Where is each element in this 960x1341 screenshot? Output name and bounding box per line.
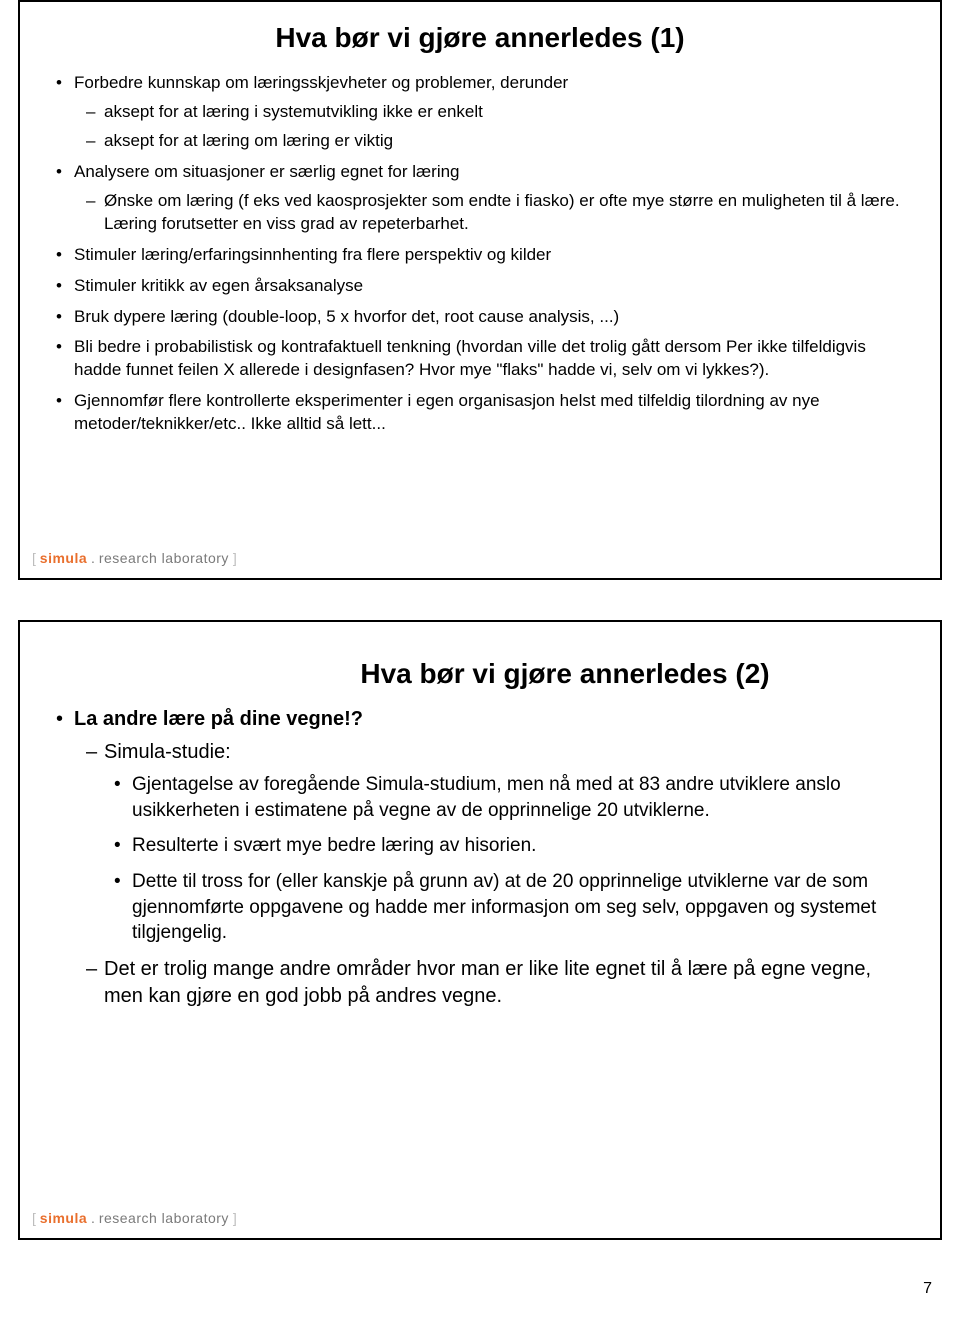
sub-sub-bullet: Resulterte i svært mye bedre læring av h… <box>104 833 912 859</box>
slide-1-title: Hva bør vi gjøre annerledes (1) <box>48 22 912 54</box>
bullet: Forbedre kunnskap om læringsskjevheter o… <box>48 72 912 153</box>
simula-logo: [ simula . research laboratory ] <box>32 550 237 566</box>
sub-bullets: Ønske om læring (f eks ved kaosprosjekte… <box>74 190 912 236</box>
sub-bullets: Simula-studie: Gjentagelse av foregående… <box>74 739 912 1010</box>
sub-bullet: aksept for at læring om læring er viktig <box>74 130 912 153</box>
bullet: La andre lære på dine vegne!? Simula-stu… <box>48 706 912 1010</box>
page: Hva bør vi gjøre annerledes (1) Forbedre… <box>0 0 960 1318</box>
sub-bullets: aksept for at læring i systemutvikling i… <box>74 101 912 153</box>
sub-sub-bullets: Gjentagelse av foregående Simula-studium… <box>104 772 912 946</box>
bullet: Bruk dypere læring (double-loop, 5 x hvo… <box>48 306 912 329</box>
logo-dot: . <box>91 550 95 566</box>
bracket-close: ] <box>233 550 237 566</box>
sub-sub-bullet: Dette til tross for (eller kanskje på gr… <box>104 869 912 946</box>
slide-2-bullets: La andre lære på dine vegne!? Simula-stu… <box>48 706 912 1010</box>
bracket-close: ] <box>233 1210 237 1226</box>
slide-2: Hva bør vi gjøre annerledes (2) La andre… <box>18 620 942 1240</box>
bullet: Analysere om situasjoner er særlig egnet… <box>48 161 912 236</box>
slide-2-title: Hva bør vi gjøre annerledes (2) <box>218 658 912 690</box>
logo-brand: simula <box>40 550 87 566</box>
bracket-open: [ <box>32 550 36 566</box>
bullet: Stimuler læring/erfaringsinnhenting fra … <box>48 244 912 267</box>
sub-bullet-text: Simula-studie: <box>104 741 231 763</box>
bullet: Gjennomfør flere kontrollerte eksperimen… <box>48 390 912 436</box>
sub-bullet: Det er trolig mange andre områder hvor m… <box>74 956 912 1010</box>
sub-bullet: Simula-studie: Gjentagelse av foregående… <box>74 739 912 946</box>
bullet-text: La andre lære på dine vegne!? <box>74 708 363 730</box>
logo-rest: research laboratory <box>99 1210 229 1226</box>
logo-dot: . <box>91 1210 95 1226</box>
logo-rest: research laboratory <box>99 550 229 566</box>
bracket-open: [ <box>32 1210 36 1226</box>
page-number: 7 <box>18 1280 942 1298</box>
slide-1: Hva bør vi gjøre annerledes (1) Forbedre… <box>18 0 942 580</box>
slide-2-body: Hva bør vi gjøre annerledes (2) La andre… <box>48 658 912 1010</box>
sub-bullet: aksept for at læring i systemutvikling i… <box>74 101 912 124</box>
sub-sub-bullet: Gjentagelse av foregående Simula-studium… <box>104 772 912 823</box>
bullet: Stimuler kritikk av egen årsaksanalyse <box>48 275 912 298</box>
bullet-text: Analysere om situasjoner er særlig egnet… <box>74 162 460 181</box>
logo-brand: simula <box>40 1210 87 1226</box>
bullet-text: Forbedre kunnskap om læringsskjevheter o… <box>74 73 568 92</box>
slide-1-bullets: Forbedre kunnskap om læringsskjevheter o… <box>48 72 912 436</box>
sub-bullet: Ønske om læring (f eks ved kaosprosjekte… <box>74 190 912 236</box>
simula-logo: [ simula . research laboratory ] <box>32 1210 237 1226</box>
bullet: Bli bedre i probabilistisk og kontrafakt… <box>48 336 912 382</box>
